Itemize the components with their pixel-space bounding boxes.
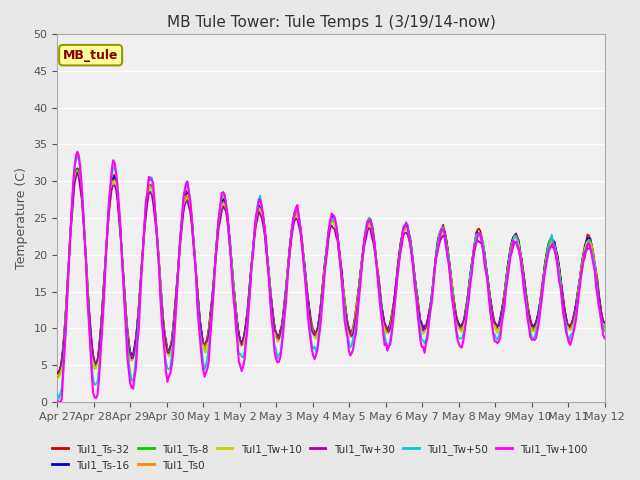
Y-axis label: Temperature (C): Temperature (C) [15, 167, 28, 269]
Legend: Tul1_Ts-32, Tul1_Ts-16, Tul1_Ts-8, Tul1_Ts0, Tul1_Tw+10, Tul1_Tw+30, Tul1_Tw+50,: Tul1_Ts-32, Tul1_Ts-16, Tul1_Ts-8, Tul1_… [48, 439, 592, 475]
Title: MB Tule Tower: Tule Temps 1 (3/19/14-now): MB Tule Tower: Tule Temps 1 (3/19/14-now… [166, 15, 495, 30]
Text: MB_tule: MB_tule [63, 48, 118, 61]
